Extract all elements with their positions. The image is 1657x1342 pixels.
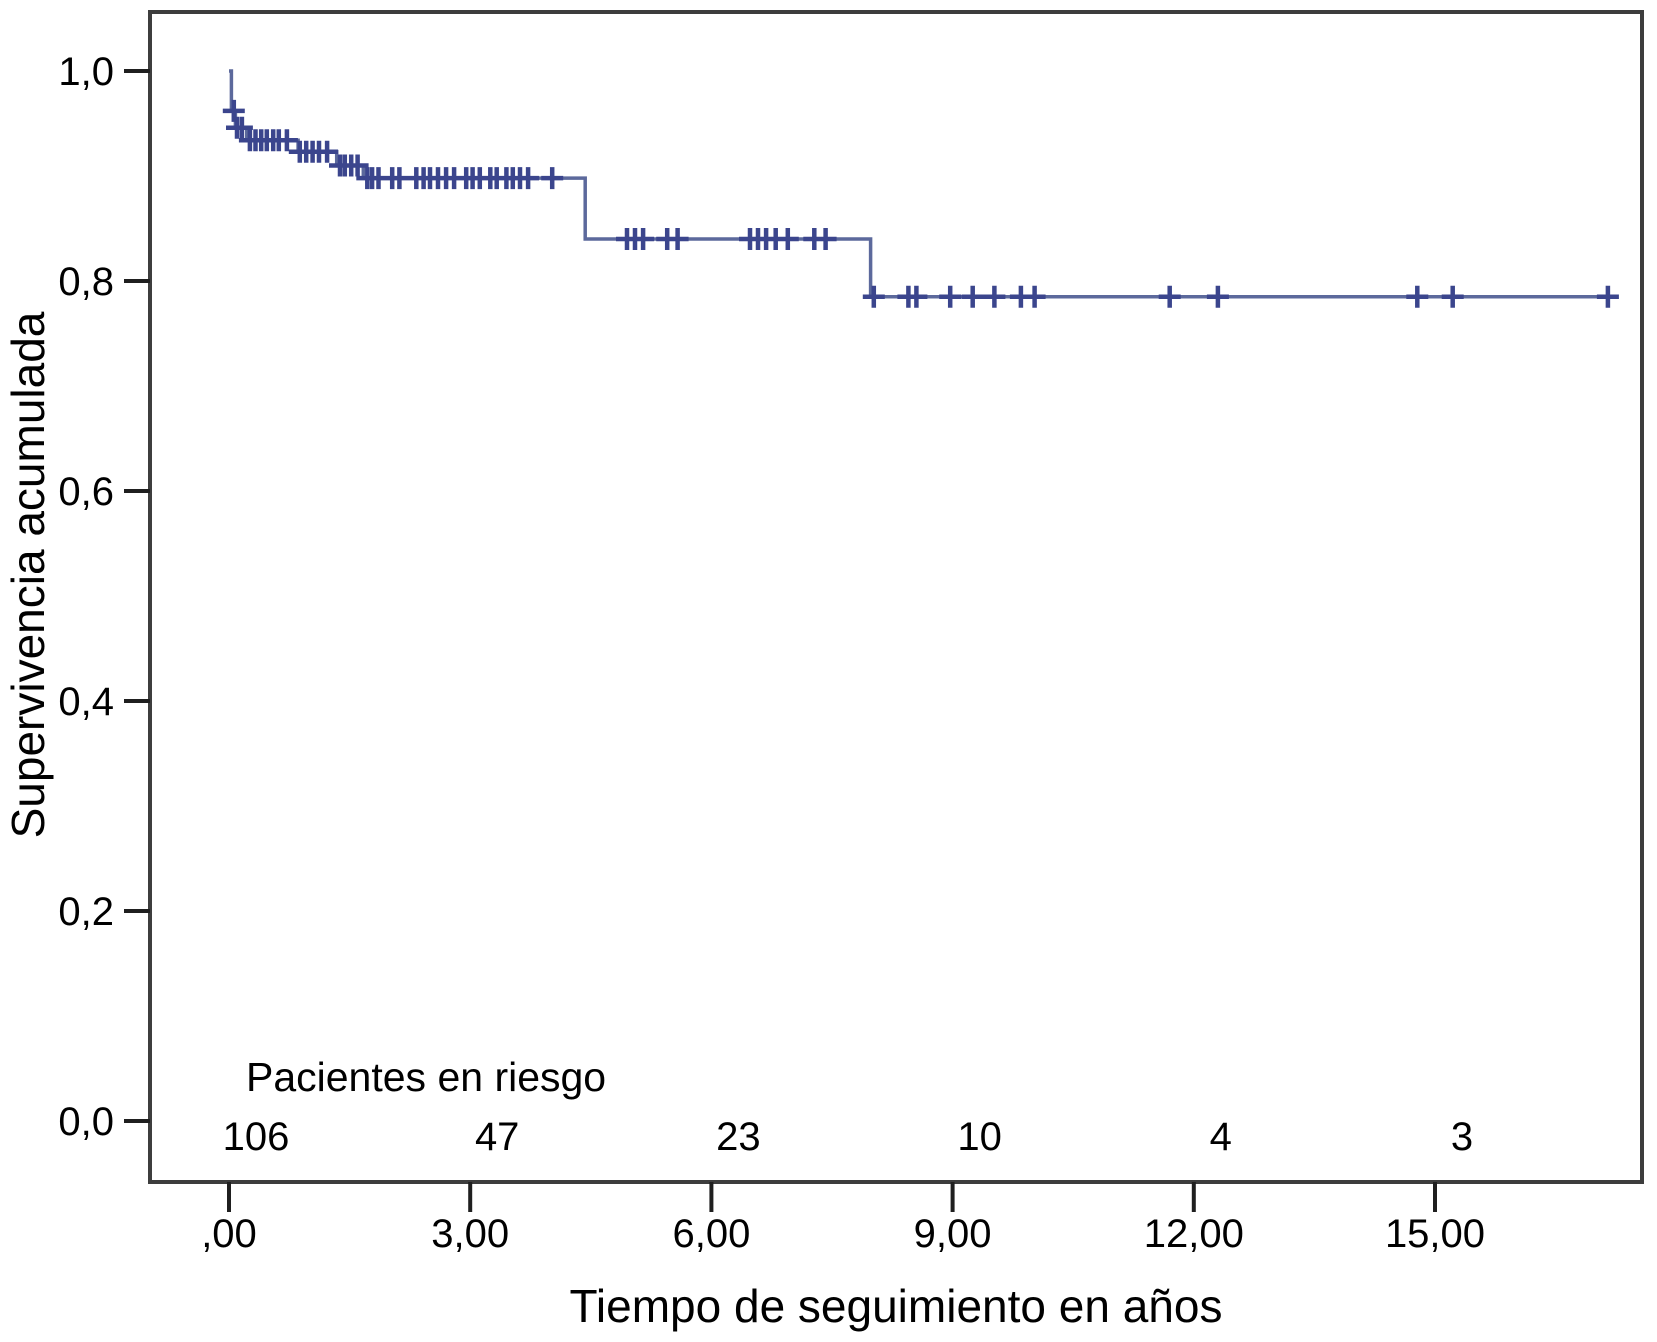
y-tick-label: 0,0 bbox=[58, 1100, 114, 1144]
risk-count-value: 47 bbox=[475, 1115, 520, 1159]
patients-at-risk-label: Pacientes en riesgo bbox=[246, 1054, 606, 1100]
y-tick-label: 0,8 bbox=[58, 260, 114, 304]
x-tick-label: 9,00 bbox=[914, 1212, 992, 1256]
x-tick-label: 3,00 bbox=[431, 1212, 509, 1256]
y-axis-ticks: 1,0 0,8 0,6 0,4 0,2 0,0 bbox=[58, 50, 150, 1144]
y-tick-label: 0,6 bbox=[58, 470, 114, 514]
x-tick-label: 15,00 bbox=[1385, 1212, 1485, 1256]
x-tick-label: ,00 bbox=[201, 1212, 257, 1256]
risk-count-value: 23 bbox=[716, 1115, 761, 1159]
survival-curve-group bbox=[222, 69, 1619, 308]
risk-count-value: 10 bbox=[957, 1115, 1002, 1159]
x-axis-ticks: ,00 3,00 6,00 9,00 12,00 15,00 bbox=[201, 1182, 1485, 1256]
risk-table-counts: 106 47 23 10 4 3 bbox=[223, 1115, 1474, 1159]
x-axis-title: Tiempo de seguimiento en años bbox=[570, 1280, 1223, 1332]
x-tick-label: 12,00 bbox=[1144, 1212, 1244, 1256]
y-axis-title: Supervivencia acumulada bbox=[2, 311, 54, 838]
plot-frame bbox=[148, 10, 1644, 1184]
risk-count-value: 106 bbox=[223, 1115, 290, 1159]
censor-marks bbox=[222, 99, 1619, 308]
risk-count-value: 3 bbox=[1451, 1115, 1473, 1159]
risk-count-value: 4 bbox=[1210, 1115, 1232, 1159]
y-tick-label: 1,0 bbox=[58, 50, 114, 94]
x-tick-label: 6,00 bbox=[672, 1212, 750, 1256]
y-tick-label: 0,4 bbox=[58, 680, 114, 724]
y-tick-label: 0,2 bbox=[58, 890, 114, 934]
